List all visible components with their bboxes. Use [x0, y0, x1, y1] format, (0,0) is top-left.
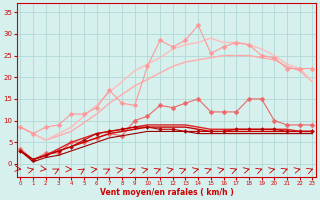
X-axis label: Vent moyen/en rafales ( km/h ): Vent moyen/en rafales ( km/h ) [100, 188, 233, 197]
